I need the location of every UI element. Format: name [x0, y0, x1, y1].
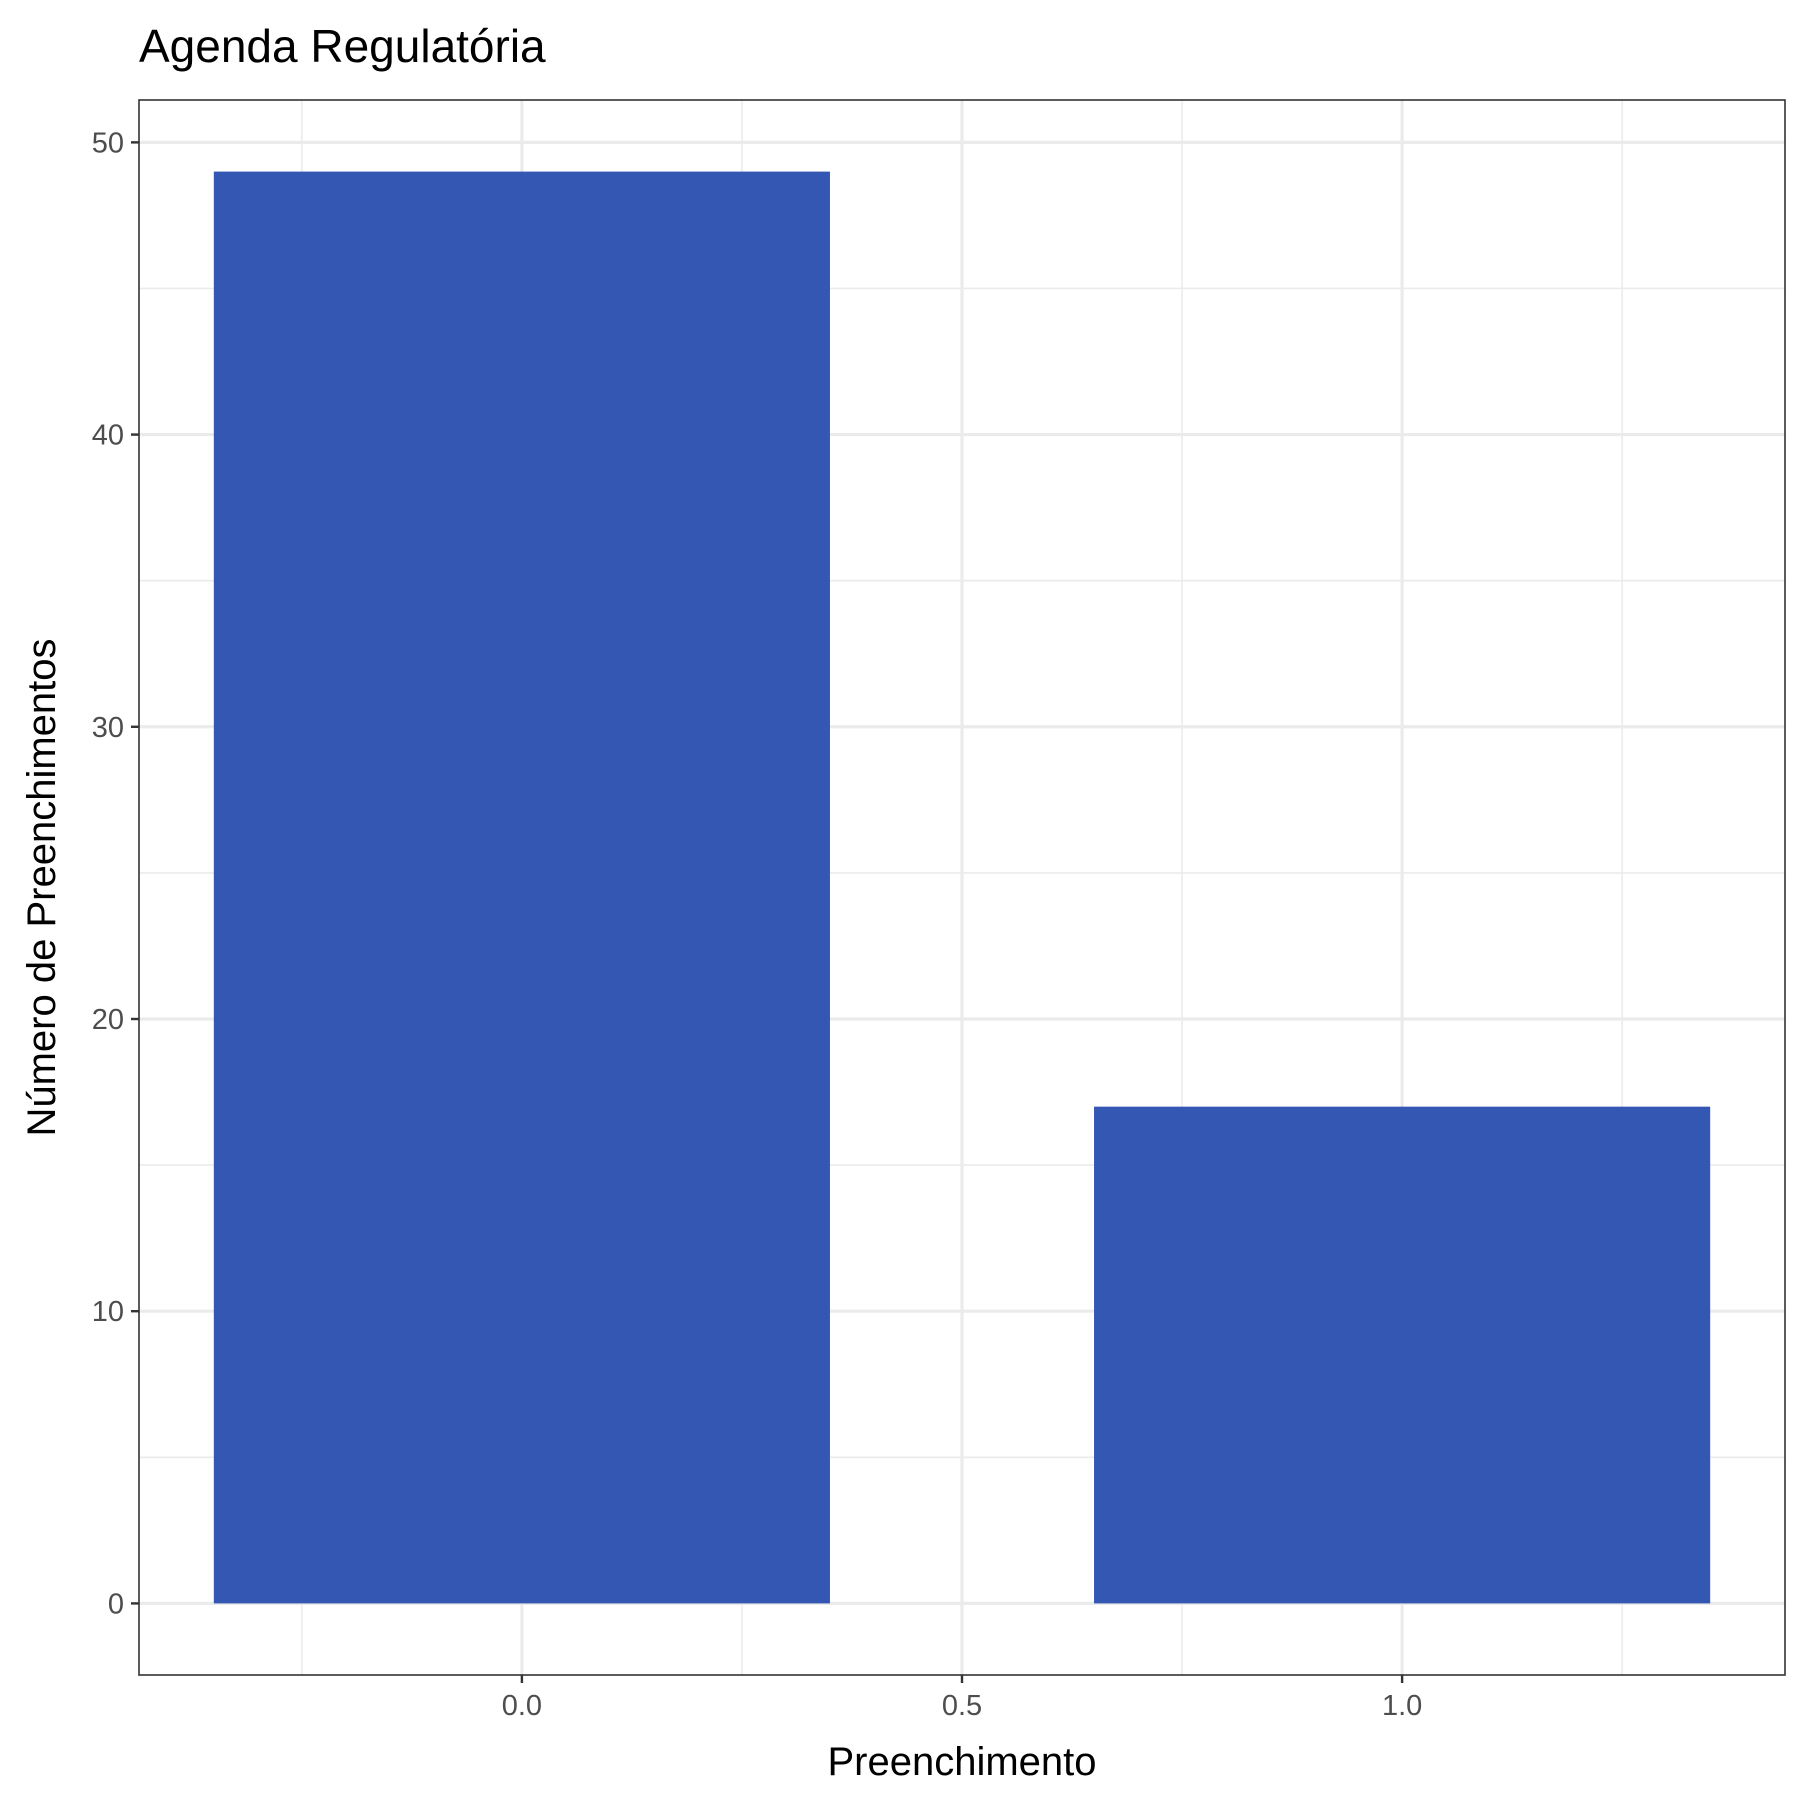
y-tick-label: 40	[92, 420, 124, 452]
x-tick-label: 0.0	[502, 1690, 542, 1722]
y-tick-label: 30	[92, 712, 124, 744]
x-axis-title: Preenchimento	[827, 1740, 1096, 1784]
y-axis-title: Número de Preenchimentos	[20, 638, 64, 1136]
bars	[213, 171, 1711, 1604]
chart-title: Agenda Regulatória	[139, 20, 546, 72]
x-tick-label: 1.0	[1382, 1690, 1422, 1722]
y-axis: 0 10 20 30 40 50	[92, 127, 139, 1620]
bar-1	[1094, 1106, 1711, 1604]
bar-0	[213, 171, 830, 1604]
y-tick-label: 50	[92, 127, 124, 159]
y-tick-label: 20	[92, 1004, 124, 1036]
y-tick-label: 10	[92, 1296, 124, 1328]
y-tick-label: 0	[108, 1588, 124, 1620]
x-tick-label: 0.5	[942, 1690, 982, 1722]
x-axis: 0.0 0.5 1.0	[502, 1675, 1422, 1722]
